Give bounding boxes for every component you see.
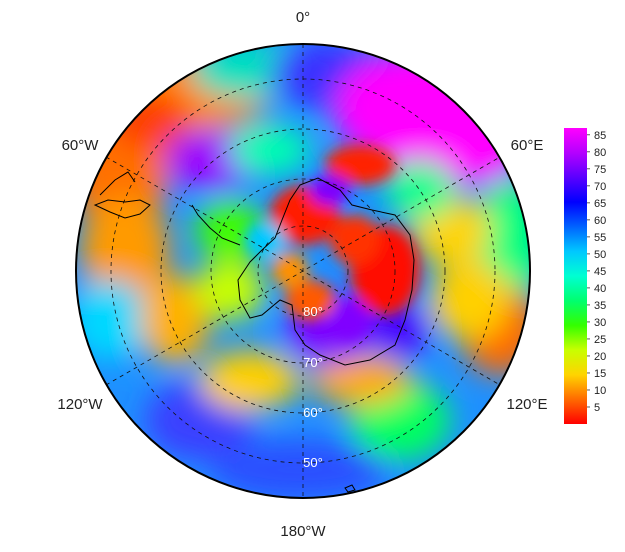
colorbar-tick-label: 10 bbox=[594, 385, 606, 397]
lat-label-80: 80° bbox=[303, 304, 323, 319]
graticule bbox=[105, 44, 501, 498]
colorbar-tick-label: 20 bbox=[594, 351, 606, 363]
colorbar-tick-label: 65 bbox=[594, 198, 606, 210]
lon-label-60e: 60°E bbox=[511, 137, 544, 154]
meridian-120 bbox=[105, 156, 501, 386]
lon-label-60w: 60°W bbox=[62, 137, 100, 154]
colorbar-tick-label: 5 bbox=[594, 402, 600, 414]
coastline bbox=[93, 171, 415, 493]
colorbar-tick-label: 45 bbox=[594, 266, 606, 278]
colorbar-tick-label: 80 bbox=[594, 147, 606, 159]
colorbar-gradient bbox=[564, 128, 587, 424]
latitude-circle-70 bbox=[210, 178, 396, 364]
colorbar-tick-label: 15 bbox=[594, 368, 606, 380]
lat-label-70: 70° bbox=[303, 355, 323, 370]
lat-label-60: 60° bbox=[303, 405, 323, 420]
colorbar-tick-label: 25 bbox=[594, 334, 606, 346]
colorbar: 85 80 75 70 65 60 55 50 45 40 35 30 25 20 15 10 5 bbox=[564, 128, 606, 424]
colorbar-tick-label: 55 bbox=[594, 232, 606, 244]
colorbar-tick-label: 50 bbox=[594, 249, 606, 261]
colorbar-tick-label: 30 bbox=[594, 317, 606, 329]
lon-label-180w: 180°W bbox=[280, 523, 326, 540]
colorbar-tick-label: 40 bbox=[594, 283, 606, 295]
colorbar-tick-label: 35 bbox=[594, 300, 606, 312]
latitude-circle-60 bbox=[160, 128, 446, 414]
lon-label-120e: 120°E bbox=[506, 396, 547, 413]
colorbar-tick-label: 70 bbox=[594, 181, 606, 193]
map-boundary bbox=[75, 43, 531, 499]
colorbar-tick-label: 75 bbox=[594, 164, 606, 176]
colorbar-ticks: 85 80 75 70 65 60 55 50 45 40 35 30 25 20 15 10 5 bbox=[587, 130, 606, 414]
lon-label-0: 0° bbox=[296, 9, 310, 26]
lat-label-50: 50° bbox=[303, 455, 323, 470]
latitude-circle-80 bbox=[257, 225, 349, 317]
colorbar-tick-label: 85 bbox=[594, 130, 606, 142]
lon-label-120w: 120°W bbox=[57, 396, 103, 413]
colorbar-tick-label: 60 bbox=[594, 215, 606, 227]
